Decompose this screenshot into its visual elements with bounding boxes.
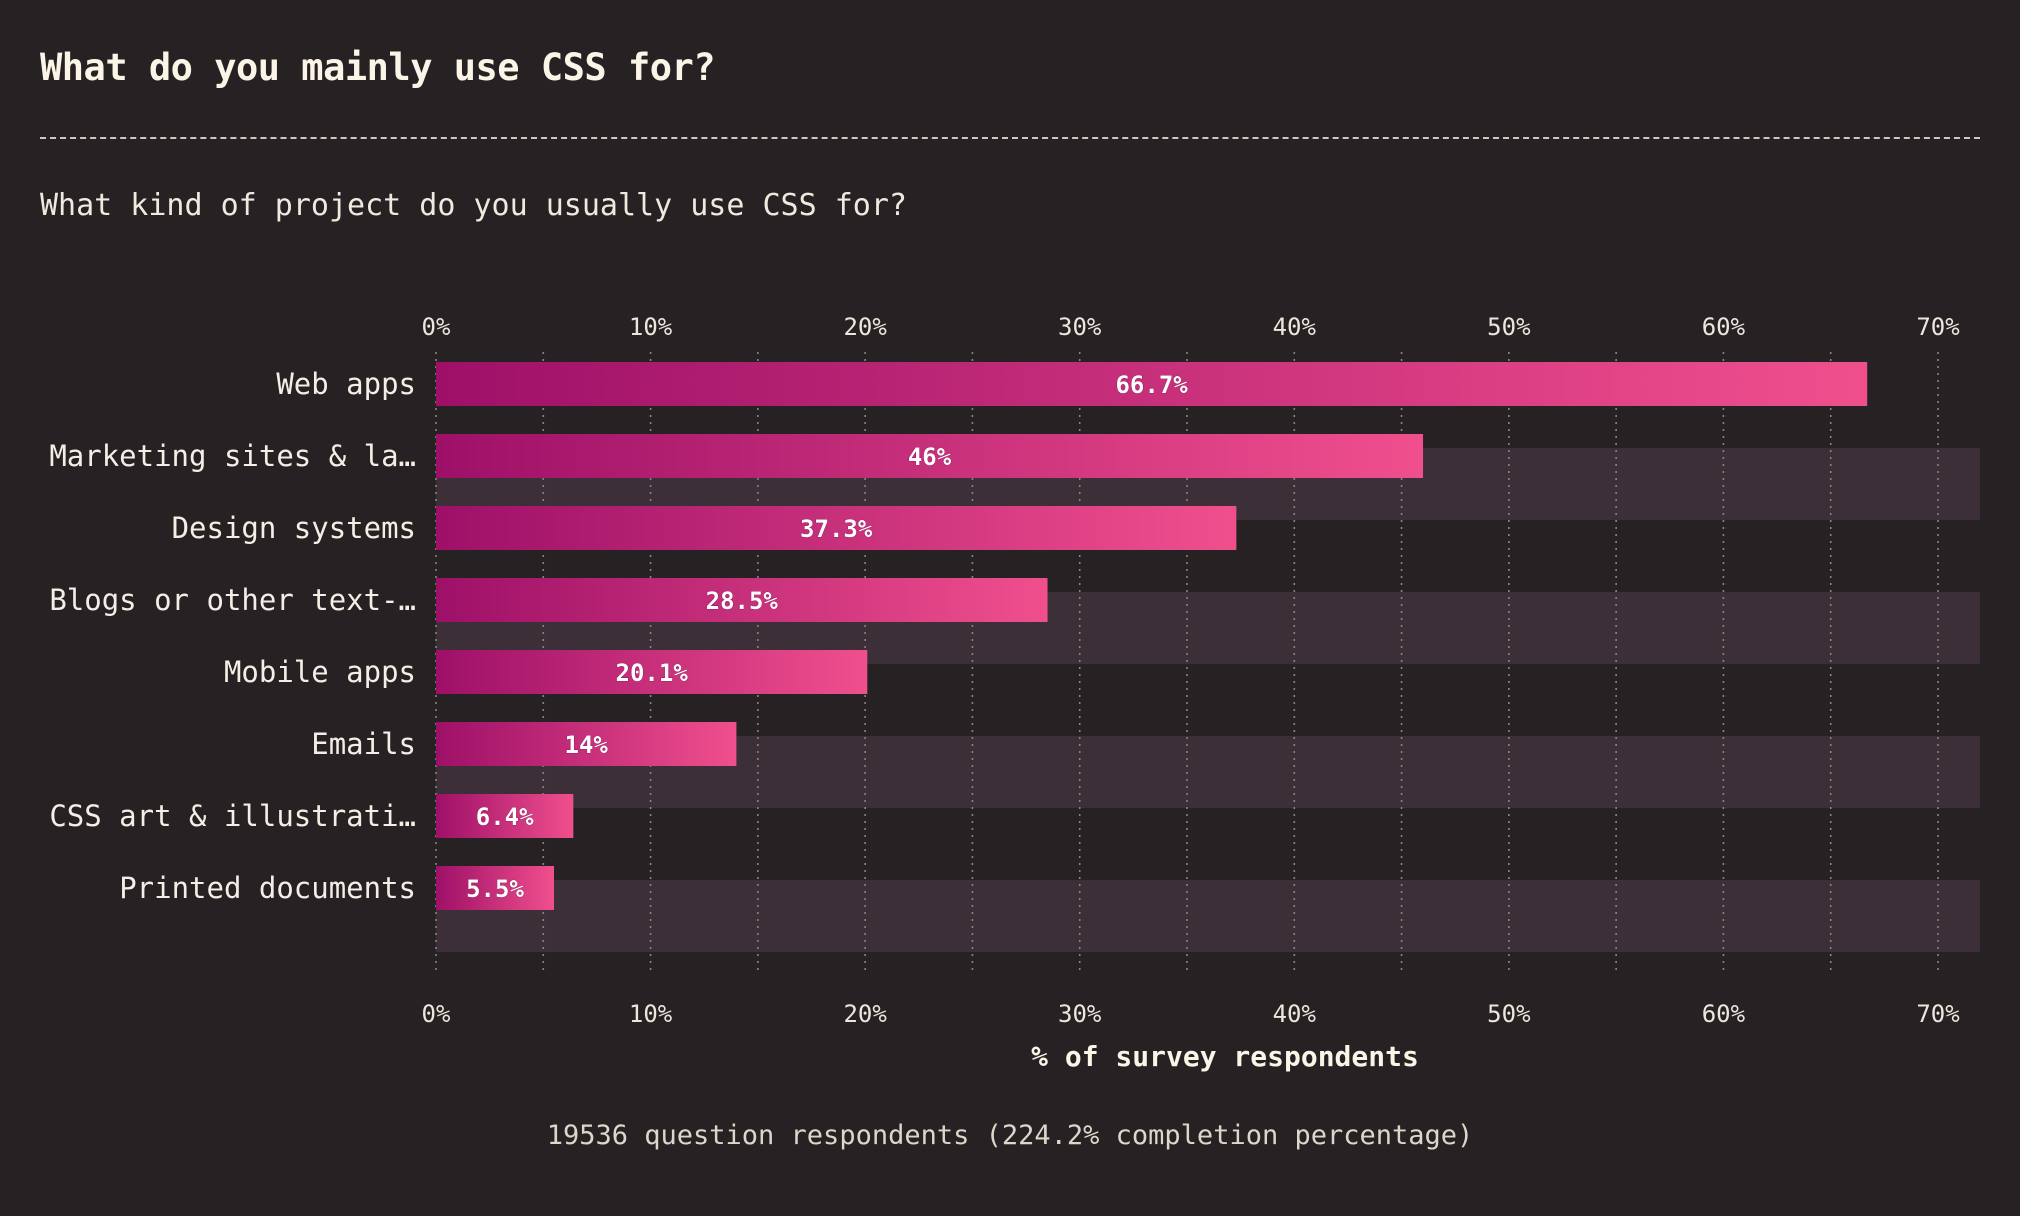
x-tick-label-bottom: 40%: [1273, 1000, 1317, 1028]
x-tick-label-bottom: 10%: [629, 1000, 673, 1028]
category-label: Emails: [311, 727, 416, 761]
x-tick-label-bottom: 50%: [1487, 1000, 1531, 1028]
bar-value-label: 66.7%: [1115, 371, 1188, 399]
x-tick-label-bottom: 0%: [422, 1000, 451, 1028]
bar-value-label: 6.4%: [476, 803, 534, 831]
x-tick-label-bottom: 30%: [1058, 1000, 1102, 1028]
x-tick-label-bottom: 60%: [1702, 1000, 1746, 1028]
bar-value-label: 28.5%: [706, 587, 779, 615]
category-label: Mobile apps: [224, 655, 416, 689]
title-divider: [40, 137, 1980, 139]
bar-6: [436, 794, 574, 838]
bar-0: [436, 362, 1868, 406]
x-tick-label-top: 70%: [1916, 313, 1960, 341]
x-tick-label-top: 50%: [1487, 313, 1531, 341]
x-axis-title: % of survey respondents: [1031, 1040, 1419, 1073]
x-tick-label-bottom: 70%: [1916, 1000, 1960, 1028]
bar-4: [436, 650, 868, 694]
x-tick-label-top: 30%: [1058, 313, 1102, 341]
x-tick-label-top: 10%: [629, 313, 673, 341]
chart-subtitle: What kind of project do you usually use …: [40, 188, 907, 223]
category-label: Design systems: [172, 511, 416, 545]
category-label: Web apps: [276, 367, 416, 401]
bar-value-label: 14%: [565, 731, 609, 759]
bar-value-label: 5.5%: [466, 875, 524, 903]
x-tick-label-top: 60%: [1702, 313, 1746, 341]
bar-5: [436, 722, 737, 766]
x-tick-label-top: 20%: [843, 313, 887, 341]
bar-2: [436, 506, 1237, 550]
x-tick-label-top: 0%: [422, 313, 451, 341]
respondents-note: 19536 question respondents (224.2% compl…: [546, 1120, 1474, 1151]
x-tick-label-top: 40%: [1273, 313, 1317, 341]
category-label: Blogs or other text-…: [49, 583, 416, 617]
x-tick-label-bottom: 20%: [843, 1000, 887, 1028]
row-band: [436, 880, 1980, 952]
bar-value-label: 20.1%: [616, 659, 689, 687]
category-label: Printed documents: [119, 871, 416, 905]
category-label: CSS art & illustrati…: [49, 799, 416, 833]
bar-3: [436, 578, 1048, 622]
category-label: Marketing sites & la…: [49, 439, 416, 473]
page-title: What do you mainly use CSS for?: [40, 46, 716, 89]
bar-1: [436, 434, 1424, 478]
bar-value-label: 37.3%: [800, 515, 873, 543]
bar-value-label: 46%: [908, 443, 952, 471]
bar-7: [436, 866, 555, 910]
